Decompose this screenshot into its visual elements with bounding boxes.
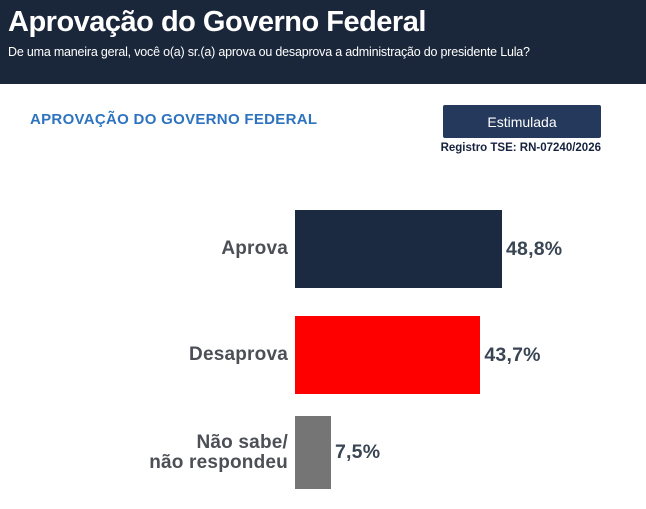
bar-value: 43,7%: [484, 343, 541, 366]
tse-registry-label: Registro TSE: RN-07240/2026: [440, 142, 601, 154]
bar-label: Desaprova: [189, 344, 288, 366]
chart-row: Desaprova 43,7%: [0, 316, 646, 394]
bar-label: Não sabe/ não respondeu: [149, 432, 288, 473]
chart-row: Não sabe/ não respondeu 7,5%: [0, 416, 646, 489]
estimulada-badge[interactable]: Estimulada: [443, 105, 601, 138]
bar: [295, 316, 481, 394]
bar-value: 7,5%: [335, 441, 381, 463]
bar: [295, 416, 331, 489]
bar-label: Aprova: [221, 238, 288, 260]
section-title: APROVAÇÃO DO GOVERNO FEDERAL: [30, 111, 318, 128]
chart-row: Aprova 48,8%: [0, 210, 646, 288]
page-header: Aprovação do Governo Federal De uma mane…: [0, 0, 646, 84]
page-subtitle: De uma maneira geral, você o(a) sr.(a) a…: [8, 45, 530, 60]
page-title: Aprovação do Governo Federal: [8, 6, 426, 38]
bar-value: 48,8%: [506, 237, 563, 260]
approval-bar-chart: Aprova 48,8% Desaprova 43,7% Não sabe/ não r…: [0, 210, 646, 489]
bar: [295, 210, 502, 288]
